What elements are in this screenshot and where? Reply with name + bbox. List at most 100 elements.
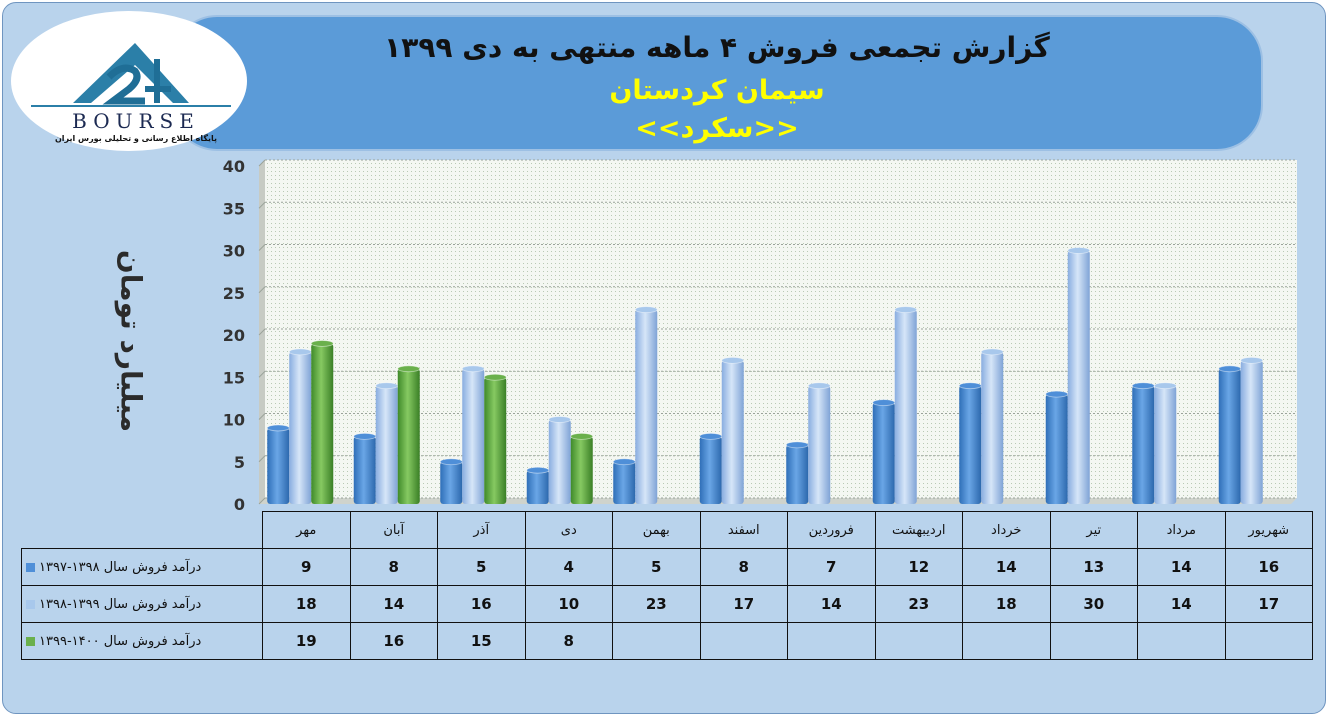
- y-tick-label: 15: [223, 368, 245, 387]
- bar-2-3: [570, 432, 594, 504]
- data-cell: 8: [524, 622, 613, 660]
- data-cell: 5: [437, 548, 526, 586]
- bar-0-2: [439, 458, 463, 504]
- data-cell: 9: [262, 548, 351, 586]
- category-label: مهر: [262, 511, 351, 549]
- table-row: درآمد فروش سال ۱۴۰۰-۱۳۹۹ 19 16 15 8: [21, 622, 1313, 660]
- bar-0-4: [612, 458, 636, 504]
- table-corner: [22, 512, 263, 549]
- legend-key-icon: [26, 599, 35, 609]
- data-cell: 14: [962, 548, 1051, 586]
- bar-1-8: [980, 348, 1004, 504]
- gridline-depth: [258, 497, 266, 505]
- bar-1-7: [894, 306, 918, 504]
- data-cell: 17: [1224, 585, 1313, 623]
- data-cell: 19: [262, 622, 351, 660]
- company-name: سیمان کردستان: [609, 75, 825, 106]
- data-cell: 8: [349, 548, 438, 586]
- data-cell: 13: [1049, 548, 1138, 586]
- bars: [266, 247, 1264, 504]
- y-axis-ticks: 0 5 10 15 20 25 30 35 40: [223, 157, 245, 513]
- data-cell: 8: [699, 548, 788, 586]
- category-label: اردیبهشت: [874, 511, 963, 549]
- category-label: بهمن: [612, 511, 701, 549]
- table-header-row: مهر آبان آذر دی بهمن اسفند فروردین اردیبهشت خردا…: [22, 511, 1313, 549]
- data-cell: 14: [349, 585, 438, 623]
- data-cell: [1137, 622, 1226, 660]
- data-table: مهر آبان آذر دی بهمن اسفند فروردین اردیبهشت خردا…: [21, 511, 1313, 660]
- bar-0-5: [699, 432, 723, 504]
- legend-key-icon: [26, 636, 35, 646]
- bar-1-4: [634, 306, 658, 504]
- data-cell: 12: [874, 548, 963, 586]
- company-ticker: <<سکرد>>: [635, 113, 799, 144]
- bar-0-6: [785, 441, 809, 504]
- gridline-depth: [258, 159, 266, 167]
- data-cell: [787, 622, 876, 660]
- gridline-depth: [258, 370, 266, 378]
- data-cell: [612, 622, 701, 660]
- title-banner: گزارش تجمعی فروش ۴ ماهه منتهی به دی ۱۳۹۹…: [171, 15, 1263, 151]
- logo-wordmark: BOURSE: [72, 109, 200, 133]
- logo-tagline: پایگاه اطلاع رسانی و تحلیلی بورس ایران: [54, 134, 218, 143]
- data-cell: 15: [437, 622, 526, 660]
- category-label: فروردین: [787, 511, 876, 549]
- bar-1-3: [548, 416, 572, 504]
- legend-key-icon: [26, 562, 35, 572]
- category-label: مرداد: [1137, 511, 1226, 549]
- category-label: اسفند: [699, 511, 788, 549]
- category-label: آبان: [349, 511, 438, 549]
- report-title: گزارش تجمعی فروش ۴ ماهه منتهی به دی ۱۳۹۹: [384, 31, 1050, 64]
- table-row: درآمد فروش سال ۱۳۹۸-۱۳۹۷ 9 8 5 4 5 8 7 12 14 13 14 1…: [21, 548, 1313, 586]
- category-label: شهریور: [1224, 511, 1313, 549]
- category-label: آذر: [437, 511, 526, 549]
- bar-1-1: [375, 382, 399, 504]
- category-label: دی: [524, 511, 613, 549]
- data-cell: 14: [1137, 585, 1226, 623]
- data-cell: 16: [437, 585, 526, 623]
- bar-0-0: [266, 424, 290, 504]
- series-legend-entry: درآمد فروش سال ۱۴۰۰-۱۳۹۹: [21, 622, 263, 660]
- category-label: خرداد: [962, 511, 1051, 549]
- data-cell: 16: [1224, 548, 1313, 586]
- y-tick-label: 5: [234, 453, 245, 472]
- bar-0-3: [526, 466, 550, 504]
- data-cell: [962, 622, 1051, 660]
- bar-chart: 0 5 10 15 20 25 30 35 40: [223, 157, 1297, 513]
- bar-1-10: [1153, 382, 1177, 504]
- grid-lines: [258, 159, 1297, 505]
- floor: [259, 498, 1297, 504]
- data-cell: 10: [524, 585, 613, 623]
- data-cell: 23: [874, 585, 963, 623]
- data-cell: 14: [787, 585, 876, 623]
- gridline-depth: [258, 328, 266, 336]
- y-tick-label: 40: [223, 157, 245, 176]
- series-name: درآمد فروش سال ۱۳۹۹-۱۳۹۸: [39, 596, 202, 612]
- y-tick-label: 10: [223, 411, 245, 430]
- data-cell: 5: [612, 548, 701, 586]
- bar-1-0: [288, 348, 312, 504]
- data-cell: 4: [524, 548, 613, 586]
- bar-0-9: [1045, 390, 1069, 504]
- bar-2-0: [310, 340, 334, 504]
- y-tick-label: 25: [223, 284, 245, 303]
- data-cell: 7: [787, 548, 876, 586]
- bar-2-2: [483, 373, 507, 504]
- bar-1-6: [807, 382, 831, 504]
- data-cell: 30: [1049, 585, 1138, 623]
- bar-0-1: [353, 432, 377, 504]
- data-cell: 14: [1137, 548, 1226, 586]
- gridline-depth: [258, 244, 266, 251]
- gridline-depth: [258, 201, 266, 209]
- data-cell: [699, 622, 788, 660]
- bar-1-11: [1240, 356, 1264, 504]
- data-cell: 23: [612, 585, 701, 623]
- bar-1-5: [721, 356, 745, 504]
- logo-mark-icon: [31, 43, 231, 107]
- bar-0-11: [1218, 365, 1242, 504]
- series-legend-entry: درآمد فروش سال ۱۳۹۸-۱۳۹۷: [21, 548, 263, 586]
- bar-2-1: [397, 365, 421, 504]
- y-tick-label: 20: [223, 326, 245, 345]
- data-cell: 16: [349, 622, 438, 660]
